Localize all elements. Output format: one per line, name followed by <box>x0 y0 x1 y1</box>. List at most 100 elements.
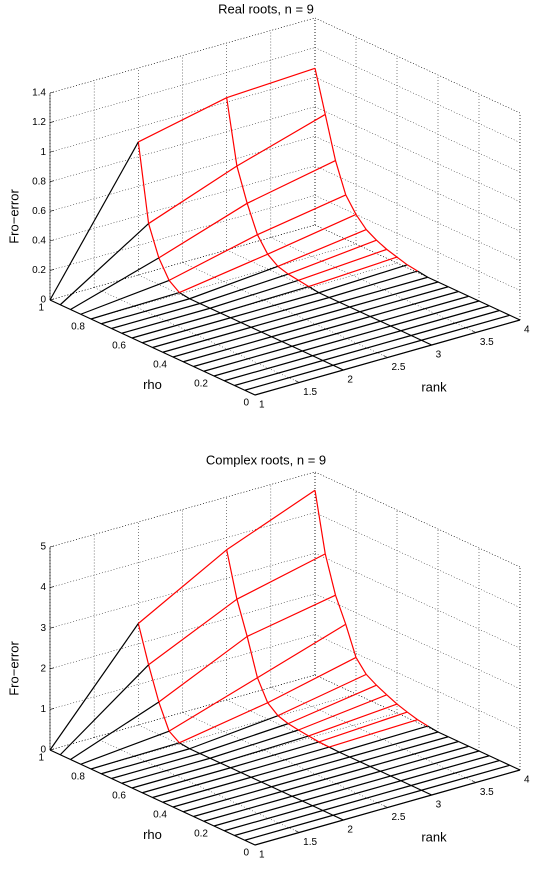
mesh-edge <box>100 773 112 780</box>
mesh-edge <box>281 315 371 343</box>
grid-line <box>314 512 521 608</box>
mesh-edge <box>302 775 391 802</box>
x-tick-label: 2 <box>347 825 353 836</box>
mesh-edge <box>318 741 330 748</box>
mesh-edge <box>332 364 344 371</box>
x-tick-label: 2.5 <box>392 812 406 823</box>
mesh-edge <box>380 745 469 772</box>
mesh-edge <box>277 228 367 267</box>
grid-line <box>314 165 521 262</box>
mesh-edge <box>220 762 231 769</box>
z-tick-label: 1 <box>40 147 46 158</box>
mesh-edge <box>257 194 346 236</box>
mesh-edge <box>267 253 279 267</box>
mesh-edge <box>261 331 272 338</box>
mesh-edge <box>287 273 299 281</box>
mesh-edge <box>349 731 439 758</box>
mesh-edge <box>49 749 61 756</box>
y-tick-label: 0.6 <box>112 791 126 802</box>
mesh-edge <box>244 814 334 841</box>
mesh-edge <box>234 809 323 837</box>
mesh-edge <box>256 677 269 703</box>
mesh-edge <box>291 770 381 797</box>
mesh-edge <box>226 67 316 99</box>
grid-line <box>49 76 316 153</box>
y-tick-label: 0.8 <box>71 322 85 333</box>
x-tick-label: 3.5 <box>480 337 494 348</box>
mesh-edge <box>271 336 283 343</box>
z-tick-label: 0 <box>40 295 46 306</box>
y-tick-label: 0.6 <box>112 341 126 352</box>
mesh-edge <box>90 768 102 775</box>
mesh-edge <box>271 761 361 788</box>
mesh-edge <box>223 380 235 387</box>
mesh-edge <box>277 265 289 275</box>
grid-line <box>314 106 521 202</box>
mesh-edge <box>370 740 459 768</box>
mesh-edge <box>230 317 242 324</box>
y-tick-label: 0.2 <box>194 829 208 840</box>
mesh-edge <box>213 375 225 382</box>
mesh-edge <box>343 344 432 371</box>
mesh-edge <box>324 114 337 161</box>
mesh-edge <box>158 635 248 703</box>
mesh-edge <box>193 815 205 822</box>
y-tick-label: 0.4 <box>153 810 167 821</box>
mesh-edge <box>314 490 326 554</box>
mesh-edge <box>287 684 377 725</box>
mesh-edge <box>410 784 422 791</box>
mesh-edge <box>193 340 282 368</box>
mesh-edge <box>240 771 252 778</box>
mesh-edge <box>390 325 402 332</box>
mesh-edge <box>240 296 330 324</box>
mesh-edge <box>59 304 71 311</box>
z-tick <box>49 626 55 629</box>
mesh-edge <box>172 356 184 363</box>
mesh-edge <box>332 814 344 821</box>
mesh-edge <box>189 715 279 750</box>
grid-line <box>314 76 521 173</box>
mesh-edge <box>250 326 262 333</box>
mesh-edge <box>298 694 387 731</box>
mesh-edge <box>308 735 320 743</box>
mesh-edge <box>359 311 371 318</box>
mesh-edge <box>427 725 439 733</box>
z-tick <box>49 545 55 548</box>
x-tick-label: 3.5 <box>480 787 494 798</box>
mesh-edge <box>148 165 238 225</box>
mesh-edge <box>312 355 324 362</box>
mesh-edge <box>302 350 313 357</box>
mesh-edge <box>209 729 299 759</box>
mesh-edge <box>369 315 381 322</box>
grid-line <box>314 47 521 143</box>
mesh-edge <box>468 745 480 752</box>
mesh-edge <box>318 711 408 743</box>
mesh-edge <box>359 286 449 313</box>
mesh-edge <box>328 719 418 748</box>
mesh-edge <box>80 763 92 770</box>
mesh-edge <box>246 160 336 204</box>
mesh-edge <box>152 771 241 799</box>
mesh-edge <box>246 636 258 678</box>
y-axis-label: rho <box>143 377 162 392</box>
mesh-edge <box>267 656 357 704</box>
mesh-edge <box>209 757 221 764</box>
mesh-edge <box>168 730 180 744</box>
mesh-edge <box>49 141 139 301</box>
mesh-edge <box>334 160 347 196</box>
mesh-edge <box>302 325 391 352</box>
mesh-edge <box>183 786 272 813</box>
mesh-edge <box>400 755 490 782</box>
mesh-edge <box>70 701 160 761</box>
mesh-edge <box>141 792 153 799</box>
z-tick-label: 5 <box>40 542 46 553</box>
mesh-edge <box>70 257 160 311</box>
grid-line <box>49 136 316 212</box>
mesh-edge <box>246 203 258 235</box>
mesh-edge <box>349 306 361 313</box>
mesh-edge <box>250 776 262 783</box>
mesh-edge <box>380 770 391 777</box>
mesh-edge <box>226 549 238 600</box>
x-tick-label: 1 <box>259 400 265 411</box>
mesh-edge <box>226 489 316 551</box>
